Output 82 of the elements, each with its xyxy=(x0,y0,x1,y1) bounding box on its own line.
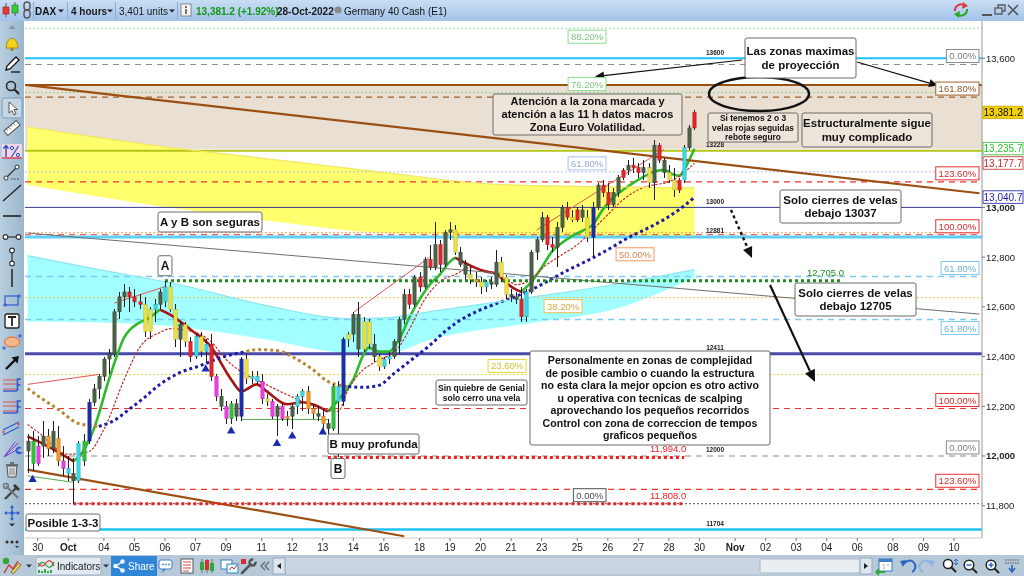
annotation: 88.20% xyxy=(570,31,604,43)
x-tick-label: 27 xyxy=(632,542,645,553)
series-label: 11,808.0 xyxy=(649,489,687,501)
annotation: Posible 1-3-3 xyxy=(27,516,99,529)
x-tick-label: 18 xyxy=(413,542,426,553)
x-tick-label: 06 xyxy=(851,542,864,553)
x-tick-label: 21 xyxy=(505,542,518,553)
series-label: 11,994.0 xyxy=(649,443,687,455)
x-tick-label: 26 xyxy=(602,542,614,553)
annotation: Estructuralmente sigue muy complicado xyxy=(803,117,931,143)
y-tick-label: 12,800 xyxy=(986,251,1016,263)
annotation: Solo cierres de velas debajo 12705 xyxy=(798,286,913,313)
x-tick-label: 19 xyxy=(444,542,457,553)
x-tick-label: 04 xyxy=(98,542,110,553)
x-tick-label: 08 xyxy=(887,542,899,553)
x-tick-label: 05 xyxy=(128,542,141,553)
text: 13,381.2 (+1.92%) xyxy=(196,5,279,17)
y-tick-label: 13,600 xyxy=(986,52,1016,64)
x-tick-label: 20 xyxy=(475,542,487,553)
annotation: 100.00% xyxy=(938,394,977,406)
x-tick-label: 06 xyxy=(159,542,171,553)
x-tick-label: 28 xyxy=(663,542,675,553)
annotation: A y B son seguras xyxy=(160,216,260,229)
annotation: B xyxy=(333,461,343,476)
annotation: 161.80% xyxy=(938,83,977,95)
annotation: 100.00% xyxy=(938,220,977,232)
x-tick-label: 14 xyxy=(347,542,360,553)
annotation: 50.00% xyxy=(618,248,652,260)
text: 28-Oct-2022 xyxy=(277,5,335,17)
annotation: Atención a la zona marcada y atención a las 11 h datos macros Zona Euro Volatilidad. xyxy=(501,95,674,134)
x-tick-label: 02 xyxy=(760,542,772,553)
annotation: 76.20% xyxy=(570,78,604,90)
annotation: 0.00% xyxy=(949,441,977,453)
annotation: Personalmente en zonas de complejidad de posible cambio o cuando la estructura no esta clara la mejor opcion es otro activo u operativa con tecnicas de scalping aprovechando los pequeños recorridos Control con zona de correccion de tempos graficos pequeños xyxy=(541,354,760,442)
x-tick-label: 11 xyxy=(256,542,268,553)
x-tick-label: 30 xyxy=(32,542,44,553)
x-tick-label: 04 xyxy=(821,542,833,553)
x-tick-label: 09 xyxy=(917,542,930,553)
text: 3,401 units xyxy=(119,5,168,17)
annotation: 13,381.2 xyxy=(983,107,1023,119)
x-tick-label: 09 xyxy=(220,542,233,553)
text: Indicators xyxy=(57,560,101,572)
annotation: 0.00% xyxy=(949,50,977,62)
annotation: A xyxy=(160,259,170,274)
text: Share xyxy=(128,560,156,572)
y-tick-label: 12,200 xyxy=(986,400,1016,412)
x-tick-label: Oct xyxy=(59,542,78,553)
series-label: 12,705.0 xyxy=(807,266,845,278)
x-tick-label: 10 xyxy=(948,542,960,553)
y-tick-label: 12,000 xyxy=(986,450,1016,462)
y-tick-label: 11,800 xyxy=(986,500,1015,512)
annotation: Sin quiebre de Genial solo cerro una vela xyxy=(438,382,525,403)
y-tick-label: 13,000 xyxy=(986,201,1016,213)
x-tick-label: 12 xyxy=(286,542,299,553)
x-tick-label: 30 xyxy=(693,542,706,553)
annotation: 38.20% xyxy=(546,300,580,312)
annotation: 23.60% xyxy=(490,360,524,372)
annotation: 61.80% xyxy=(570,157,604,169)
annotation: 0.00% xyxy=(576,489,604,501)
annotation: Solo cierres de velas debajo 13037 xyxy=(783,193,898,220)
x-tick-label: 23 xyxy=(536,542,548,553)
annotation: 13,235.7 xyxy=(983,143,1023,155)
annotation: B muy profunda xyxy=(329,438,419,451)
chart-title: DAX xyxy=(35,5,57,17)
annotation: 123.60% xyxy=(938,167,977,179)
x-tick-label: 07 xyxy=(189,542,202,553)
x-tick-label: 03 xyxy=(790,542,803,553)
annotation: Las zonas maximas de proyección xyxy=(746,45,855,71)
annotation: 123.60% xyxy=(938,475,977,487)
annotation: 13,177.7 xyxy=(983,157,1023,169)
chart-subtitle: Germany 40 Cash (E1) xyxy=(344,5,447,17)
text: 4 hours xyxy=(71,5,108,17)
y-tick-label: 12,400 xyxy=(986,351,1016,363)
annotation: 61.80% xyxy=(943,262,977,274)
annotation: Si tenemos 2 o 3 velas rojas seguidas rebote seguro xyxy=(712,112,795,143)
y-tick-label: 12,600 xyxy=(986,301,1016,313)
annotation: 13,040.7 xyxy=(983,191,1023,203)
x-tick-label: 25 xyxy=(571,542,584,553)
annotation: 61.80% xyxy=(943,322,977,334)
x-tick-label: Nov xyxy=(725,542,745,553)
x-tick-label: 16 xyxy=(378,542,390,553)
x-tick-label: 13 xyxy=(317,542,329,553)
